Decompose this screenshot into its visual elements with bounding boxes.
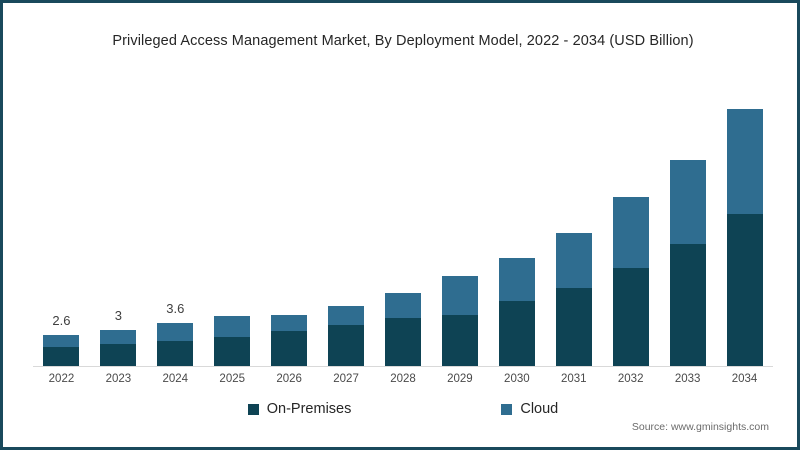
bar-group[interactable]: 3.6	[157, 301, 194, 366]
bar-segment-on-premises[interactable]	[441, 314, 478, 366]
legend-item-on-premises[interactable]: On-Premises	[247, 401, 352, 417]
axis-baseline	[33, 366, 773, 367]
bar-segment-on-premises[interactable]	[669, 244, 706, 366]
x-tick-label-2033: 2033	[674, 373, 701, 385]
source-note: Source: www.gminsights.com	[631, 421, 769, 433]
bar-group[interactable]	[385, 293, 421, 366]
bar-group[interactable]	[271, 314, 308, 366]
x-tick-label-2025: 2025	[219, 373, 246, 385]
bar-segment-cloud[interactable]	[214, 315, 251, 338]
bar-group[interactable]	[441, 276, 478, 366]
bar-group[interactable]	[555, 233, 592, 366]
bar-value-label: 2.6	[52, 312, 71, 328]
legend-item-cloud[interactable]: Cloud	[501, 401, 558, 417]
legend-swatch-on-premises	[247, 403, 259, 415]
bar-segment-cloud[interactable]	[100, 330, 137, 345]
bar-value-label: 3.6	[166, 300, 185, 316]
bar-stack	[441, 276, 478, 366]
x-tick-label-2032: 2032	[617, 373, 644, 385]
bar-segment-on-premises[interactable]	[157, 340, 194, 366]
bar-segment-on-premises[interactable]	[214, 337, 251, 366]
bar-segment-cloud[interactable]	[555, 233, 592, 289]
chart-legend: On-Premises Cloud	[3, 401, 797, 417]
x-tick-label-2030: 2030	[504, 373, 530, 385]
bar-stack	[43, 334, 80, 366]
x-tick-label-2028: 2028	[390, 373, 416, 385]
bar-segment-cloud[interactable]	[157, 322, 194, 341]
legend-label-cloud: Cloud	[520, 401, 559, 417]
bar-segment-on-premises[interactable]	[498, 301, 535, 366]
bar-segment-cloud[interactable]	[498, 258, 535, 302]
bar-group[interactable]	[328, 306, 365, 366]
bar-group[interactable]: 3	[100, 308, 137, 366]
bar-segment-on-premises[interactable]	[555, 288, 592, 366]
bar-group[interactable]: 2.6	[43, 313, 80, 366]
bar-value-label: 3	[114, 308, 122, 324]
bar-segment-on-premises[interactable]	[612, 267, 649, 366]
legend-swatch-cloud	[501, 403, 513, 415]
page-title: Privileged Access Management Market, By …	[112, 33, 694, 49]
bar-stack	[100, 330, 137, 366]
x-tick-label-2029: 2029	[447, 373, 473, 385]
bar-segment-cloud[interactable]	[328, 306, 365, 326]
bar-segment-on-premises[interactable]	[100, 344, 137, 366]
bar-segment-on-premises[interactable]	[43, 346, 80, 366]
x-tick-label-2023: 2023	[105, 373, 132, 385]
bar-segment-cloud[interactable]	[43, 334, 80, 347]
bar-segment-cloud[interactable]	[385, 293, 421, 319]
bar-segment-cloud[interactable]	[612, 197, 649, 268]
bar-segment-cloud[interactable]	[726, 108, 763, 215]
bar-stack	[157, 322, 194, 366]
bar-stack	[328, 306, 365, 366]
bar-stack	[271, 314, 308, 366]
bar-stack	[555, 233, 592, 366]
bar-segment-cloud[interactable]	[271, 314, 308, 332]
bar-stack	[726, 108, 763, 366]
bar-group[interactable]	[498, 258, 535, 366]
bar-group[interactable]	[612, 197, 649, 366]
x-tick-label-2031: 2031	[560, 373, 587, 385]
x-tick-label-2022: 2022	[48, 373, 75, 385]
bar-group[interactable]	[669, 160, 706, 366]
x-tick-label-2034: 2034	[731, 373, 758, 385]
bar-segment-cloud[interactable]	[669, 160, 706, 245]
bar-stack	[669, 160, 706, 366]
bar-segment-on-premises[interactable]	[385, 318, 421, 366]
bar-segment-on-premises[interactable]	[726, 214, 763, 366]
legend-label-on-premises: On-Premises	[266, 401, 352, 417]
bar-stack	[385, 293, 421, 366]
bar-stack	[612, 197, 649, 366]
bar-segment-on-premises[interactable]	[328, 325, 365, 366]
bar-group[interactable]	[726, 108, 763, 366]
bar-group[interactable]	[214, 315, 251, 366]
x-tick-label-2026: 2026	[276, 373, 302, 385]
bar-segment-on-premises[interactable]	[271, 331, 308, 366]
x-tick-label-2027: 2027	[333, 373, 359, 385]
bar-stack	[498, 258, 535, 366]
x-tick-label-2024: 2024	[162, 373, 189, 385]
bar-segment-cloud[interactable]	[441, 276, 478, 315]
bar-stack	[214, 315, 251, 366]
